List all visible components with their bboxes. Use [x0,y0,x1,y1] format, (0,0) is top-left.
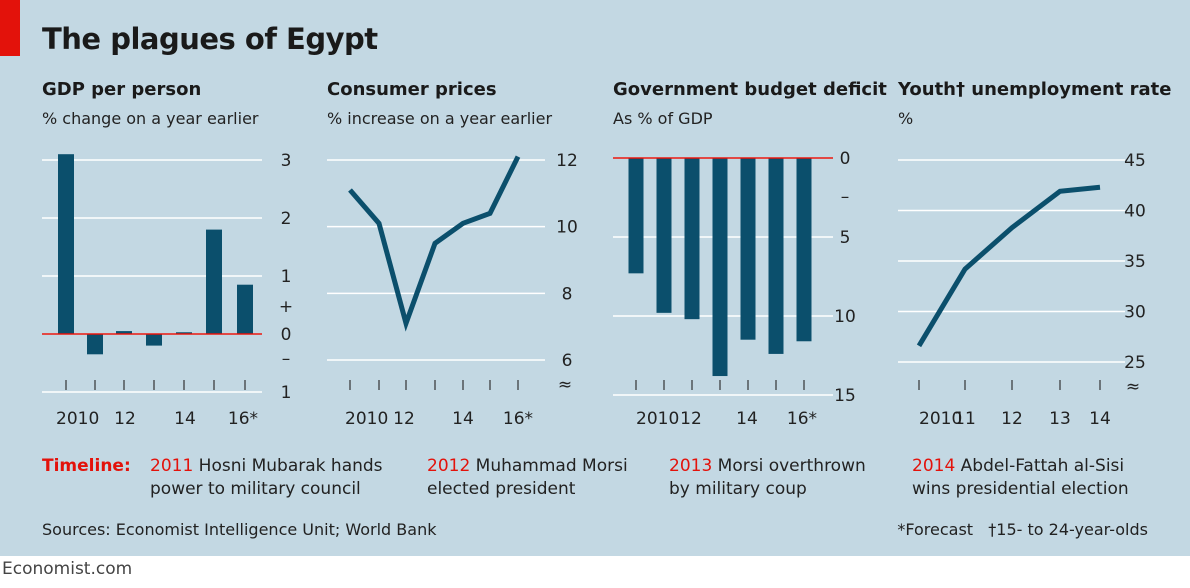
timeline-text-line1: Abdel-Fattah al-Sisi [960,456,1125,476]
footnotes: *Forecast †15- to 24-year-olds [897,520,1148,539]
y-tick-label: 35 [1124,252,1146,272]
chart-subtitle: % [898,109,913,128]
bar [684,158,700,320]
timeline-text-line2: by military coup [669,479,807,499]
timeline: Timeline: 2011 Hosni Mubarak hands power… [0,452,1190,510]
bar [116,331,132,334]
x-tick-label: 16* [228,409,258,429]
chart-subtitle: % change on a year earlier [42,109,259,128]
y-tick-label: 3 [281,151,292,171]
x-tick-label: 16* [503,409,533,429]
x-tick-label: 2010 [56,409,99,429]
bar [712,158,728,377]
timeline-text-line2: wins presidential election [912,479,1129,499]
x-tick-label: 14 [174,409,196,429]
bar [146,334,162,346]
timeline-event-2013: 2013 Morsi overthrown by military coup [669,455,866,501]
y-tick-label: 25 [1124,353,1146,373]
minus-sign: – [841,187,850,207]
bar [656,158,672,313]
timeline-year: 2014 [912,456,956,476]
x-tick-label: 11 [954,409,976,429]
y-tick-label: 10 [834,307,856,327]
chart-subtitle: As % of GDP [613,109,713,128]
chart-subtitle: % increase on a year earlier [327,109,552,128]
charts-panel: GDP per person % change on a year earlier… [42,79,1171,429]
bar [740,158,756,340]
x-tick-label: 14 [452,409,474,429]
timeline-label: Timeline: [42,456,131,476]
chart-title: Consumer prices [327,79,497,100]
timeline-text-line1: Muhammad Morsi [475,456,628,476]
x-tick-label: 14 [736,409,758,429]
timeline-text-line1: Hosni Mubarak hands [198,456,383,476]
bar [796,158,812,342]
y-tick-label: 6 [562,351,573,371]
series-line [348,155,521,332]
x-tick-label: 12 [393,409,415,429]
x-tick-label: 13 [1049,409,1071,429]
bar [206,229,222,334]
bar [237,284,253,334]
timeline-event-2011: 2011 Hosni Mubarak hands power to milita… [150,455,383,501]
x-tick-label: 16* [787,409,817,429]
y-tick-label: 40 [1124,202,1146,222]
timeline-year: 2013 [669,456,713,476]
y-tick-label: 1 [281,383,292,403]
y-tick-label: 5 [840,228,851,248]
bar [628,158,644,274]
timeline-event-2014: 2014 Abdel-Fattah al-Sisi wins president… [912,455,1129,501]
y-tick-label: 0 [840,149,851,169]
timeline-year: 2012 [427,456,471,476]
chart-title: Government budget deficit [613,79,887,100]
timeline-text-line1: Morsi overthrown [717,456,866,476]
chart-title: GDP per person [42,79,201,100]
y-tick-label: 30 [1124,303,1146,323]
x-tick-label: 12 [1001,409,1023,429]
timeline-year: 2011 [150,456,194,476]
axis-break-icon: ≈ [1126,377,1140,397]
y-tick-label: 15 [834,386,856,406]
y-tick-label: 0 [281,325,292,345]
y-tick-label: 2 [281,209,292,229]
x-tick-label: 12 [114,409,136,429]
economist-brand: Economist.com [2,559,133,579]
footer: Sources: Economist Intelligence Unit; Wo… [0,518,1190,544]
bar [768,158,784,354]
bar [176,332,192,334]
x-tick-label: 2010 [345,409,388,429]
axis-break-icon: ≈ [558,375,572,395]
minus-sign: – [282,349,291,369]
x-tick-label: 2010 [919,409,962,429]
plus-sign: + [279,297,293,317]
sources-note: Sources: Economist Intelligence Unit; Wo… [42,520,437,539]
x-tick-label: 12 [680,409,702,429]
bar [87,334,103,355]
y-tick-label: 10 [556,218,578,238]
bar [58,154,74,334]
y-tick-label: 8 [562,284,573,304]
chart-frame [0,0,1190,556]
x-tick-label: 14 [1089,409,1111,429]
timeline-text-line2: power to military council [150,479,361,499]
timeline-text-line2: elected president [427,479,576,499]
red-accent-tag [0,0,20,56]
chart-title: Youth† unemployment rate [897,79,1171,100]
y-tick-label: 12 [556,151,578,171]
y-tick-label: 1 [281,267,292,287]
timeline-event-2012: 2012 Muhammad Morsi elected president [427,455,628,501]
y-tick-label: 45 [1124,151,1146,171]
page-title: The plagues of Egypt [42,22,378,56]
x-tick-label: 2010 [636,409,679,429]
